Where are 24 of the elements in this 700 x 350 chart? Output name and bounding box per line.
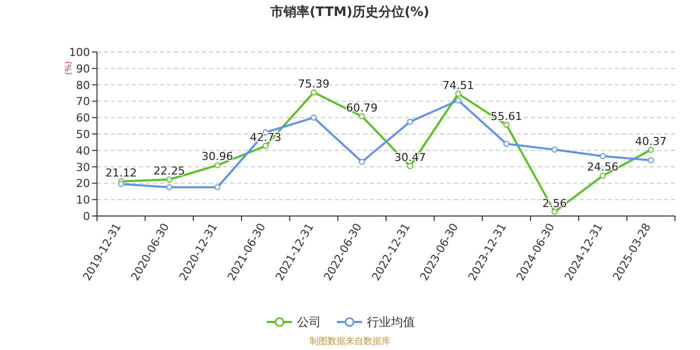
y-tick-label: 70 <box>76 95 90 108</box>
y-tick-label: 40 <box>76 144 90 158</box>
data-label: 60.79 <box>346 101 378 114</box>
legend-label: 行业均值 <box>367 315 415 329</box>
y-tick-label: 90 <box>76 62 90 76</box>
y-tick-label: 0 <box>83 210 90 223</box>
data-label: 21.12 <box>105 166 137 180</box>
chart-title: 市销率(TTM)历史分位(%) <box>270 4 430 20</box>
y-axis-title: (%) <box>64 61 73 75</box>
data-label: 40.37 <box>635 134 667 148</box>
y-tick-label: 50 <box>76 128 90 141</box>
data-label: 22.25 <box>154 164 185 178</box>
text: 制图数据来自数据库 <box>310 336 390 347</box>
data-label: 75.39 <box>298 77 330 90</box>
legend-label: 公司 <box>297 315 321 329</box>
data-label: 24.56 <box>587 160 618 174</box>
data-label: 74.51 <box>442 78 474 92</box>
y-tick-label: 100 <box>69 46 90 59</box>
data-label: 30.96 <box>202 150 234 164</box>
y-tick-label: 20 <box>76 177 90 190</box>
y-tick-label: 30 <box>76 160 90 174</box>
y-tick-label: 80 <box>76 78 90 92</box>
y-tick-label: 60 <box>76 112 90 125</box>
y-tick-label: 10 <box>76 194 90 207</box>
